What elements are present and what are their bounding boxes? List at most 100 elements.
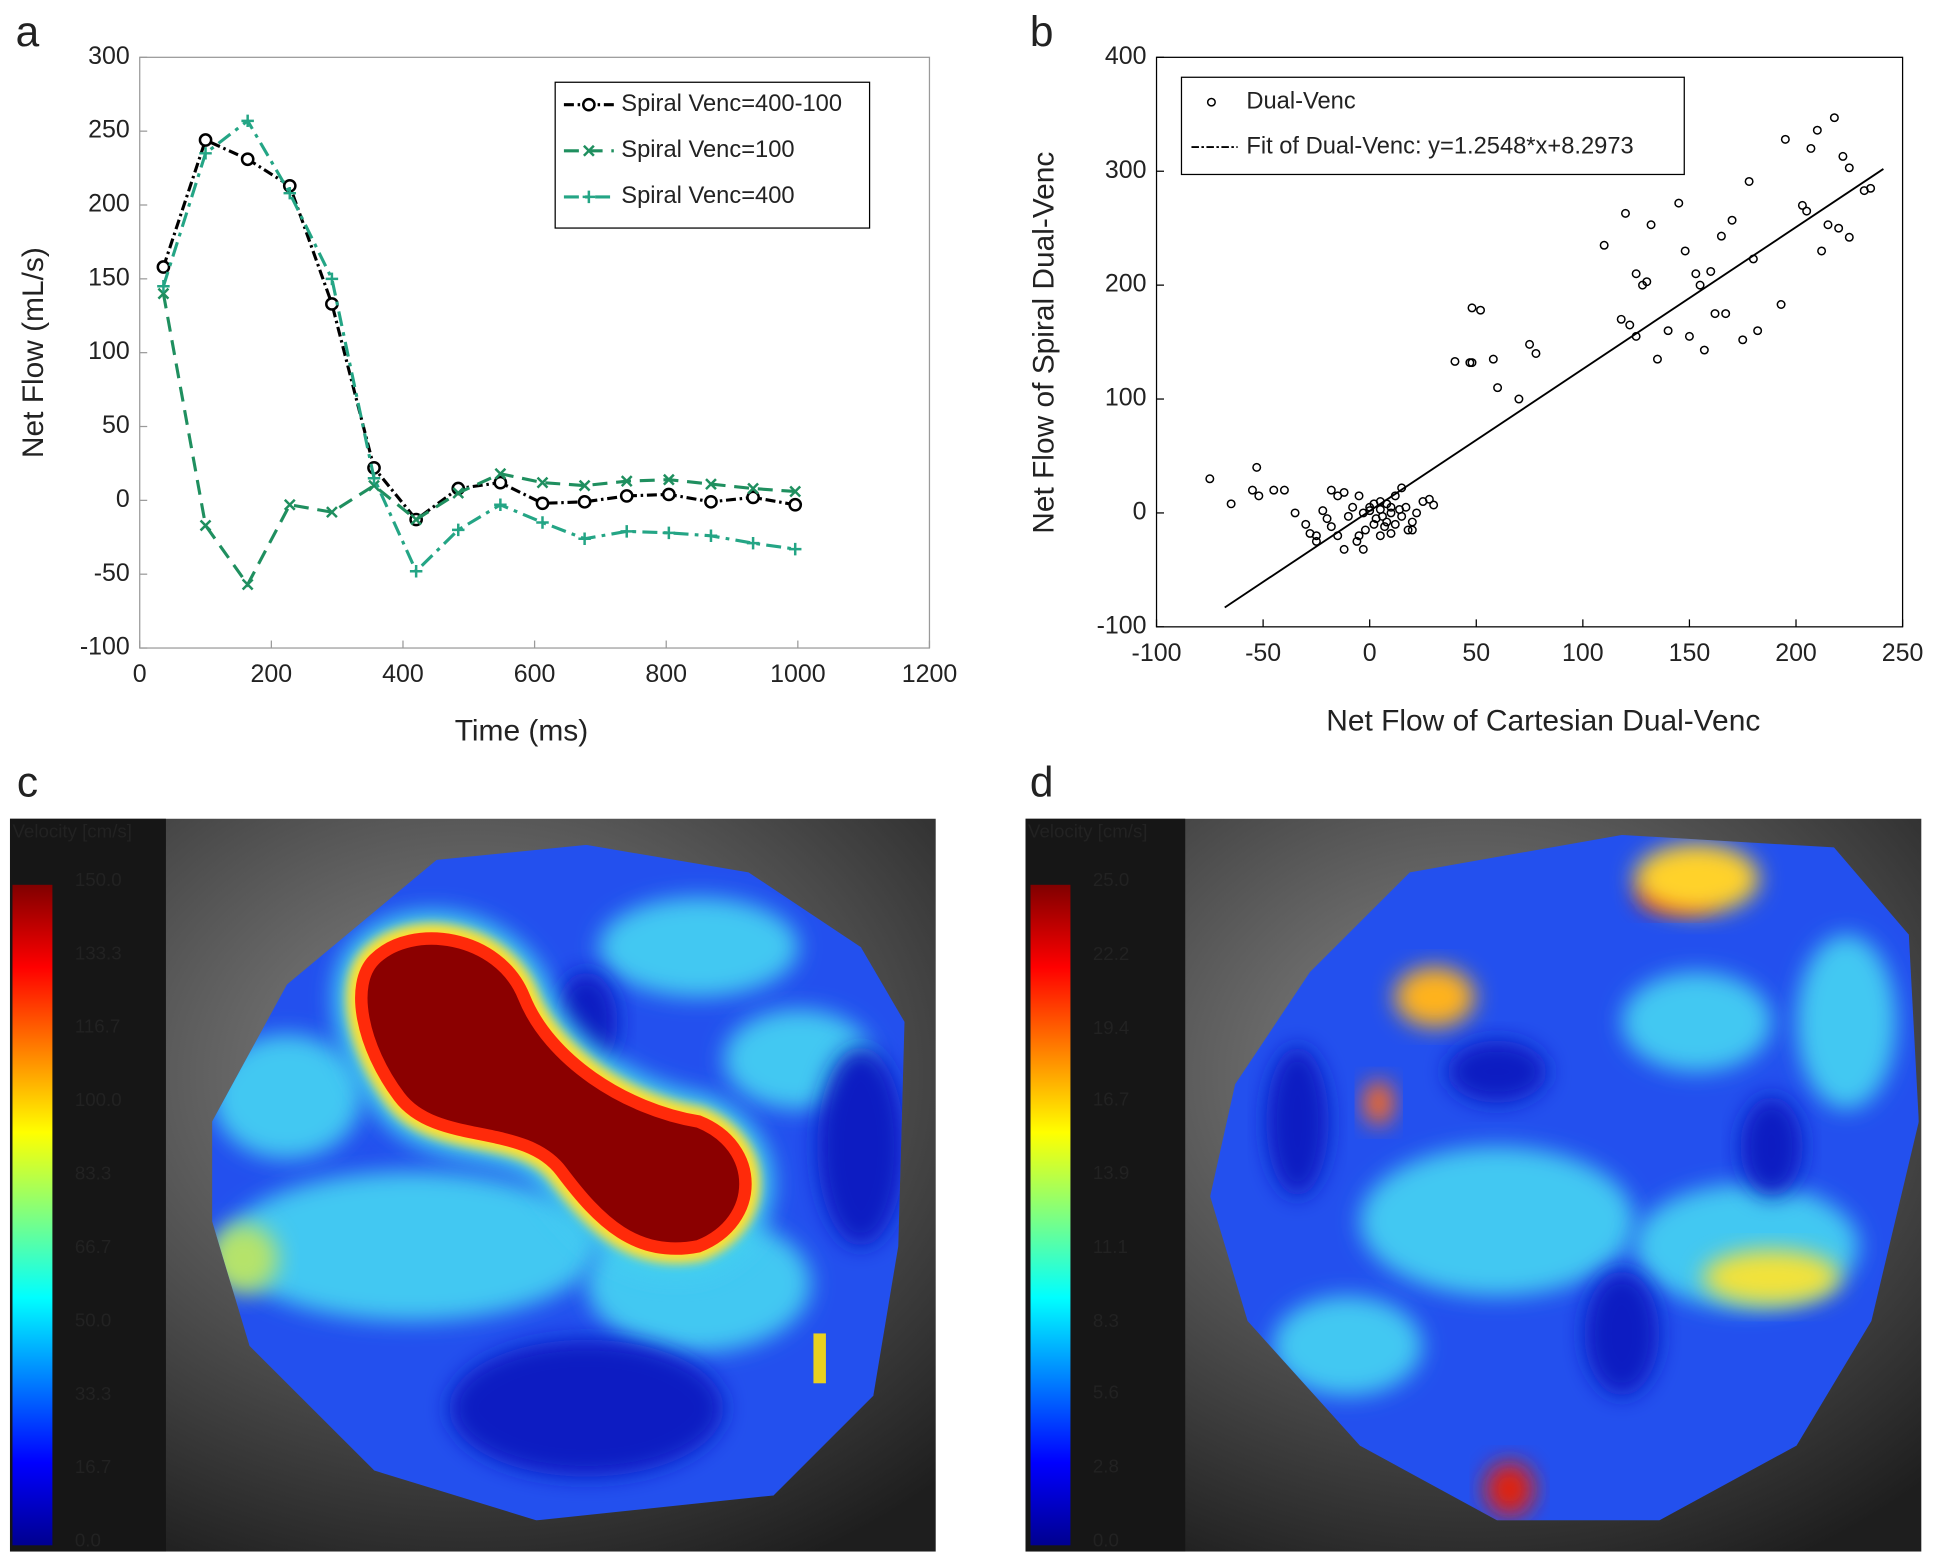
point [1646,220,1656,230]
point [1797,200,1807,210]
point [1684,331,1694,341]
point [325,272,339,286]
colorbar-tick-label: 11.1 [1093,1236,1128,1257]
map-patch [224,1171,599,1321]
colorbar-tick-label: 13.9 [1093,1162,1129,1183]
legend-box [1180,76,1685,176]
point [746,536,760,550]
point [578,479,591,492]
point [241,114,254,128]
point [1269,485,1279,495]
y-tick-label: -100 [1097,611,1147,639]
point [1531,348,1541,358]
point [493,475,508,490]
point [1365,506,1375,516]
fit-line [1224,168,1884,609]
point [747,482,759,495]
point [789,485,802,498]
point [1279,485,1289,495]
point [661,487,676,502]
point [1631,269,1641,279]
point [1339,544,1349,554]
legend-marker [1206,97,1216,107]
point [1429,500,1439,510]
map-patch [449,1339,724,1477]
map-patch [817,1046,905,1247]
map-patch [1796,934,1897,1110]
point [283,186,297,200]
point [452,487,465,499]
point [1652,354,1662,364]
point [1802,206,1812,216]
point [1738,335,1748,345]
map-patch [1584,1271,1660,1396]
point [1290,508,1300,518]
point [410,513,423,526]
point [1695,280,1705,290]
point [1806,143,1816,153]
point [1326,522,1336,532]
panel-letter: c [17,758,38,805]
point [1691,269,1701,279]
colorbar [12,884,53,1546]
point [1407,517,1417,527]
map-patch [1634,843,1760,914]
map-patch [212,1034,362,1159]
point [1390,519,1400,529]
point [1780,134,1790,144]
point [1377,511,1387,521]
point [1710,309,1720,319]
velocity-map [212,844,905,1521]
point [1322,514,1332,524]
point [704,529,718,543]
y-tick-label: 100 [1105,384,1147,412]
point [620,525,633,538]
point [1375,531,1385,541]
point [662,526,676,540]
map-patch [1266,1046,1329,1197]
x-tick-label: 100 [1562,639,1604,667]
point [199,519,212,532]
panel-letter: a [16,8,40,55]
point [1844,163,1854,173]
point [788,497,803,512]
map-patch [1272,1296,1423,1396]
x-tick-label: 800 [645,660,687,688]
x-tick-label: 150 [1669,639,1711,667]
map-patch [1447,1040,1548,1103]
point [536,516,549,529]
point [1401,502,1411,512]
point [788,542,802,556]
x-tick-label: 1000 [770,660,825,688]
point [241,578,254,591]
point [1352,536,1362,546]
point [157,287,170,300]
point [1753,326,1763,336]
legend-marker [582,144,595,157]
map-core [355,932,752,1255]
point [662,473,675,486]
point [156,260,171,274]
y-axis-label: Net Flow of Spiral Dual-Venc [1027,152,1060,534]
point [1817,246,1827,256]
colorbar [1030,884,1071,1546]
map-patch [598,897,799,997]
point [1467,358,1477,368]
point [1397,511,1407,521]
x-tick-label: 600 [514,660,556,688]
colorbar-tick-label: 116.7 [75,1016,120,1037]
point [283,498,296,511]
colorbar-tick-label: 66.7 [75,1236,111,1257]
y-tick-label: 300 [88,42,130,70]
colorbar-tick-label: 5.6 [1093,1382,1119,1403]
x-tick-label: -50 [1245,639,1281,667]
x-tick-label: 250 [1882,639,1924,667]
point [1823,220,1833,230]
x-axis-label: Time (ms) [455,715,589,748]
legend-label: Fit of Dual-Venc: y=1.2548*x+8.2973 [1246,133,1633,159]
point [704,494,718,509]
series-line [161,118,796,574]
map-patch [1702,1249,1841,1305]
point [1844,232,1854,242]
